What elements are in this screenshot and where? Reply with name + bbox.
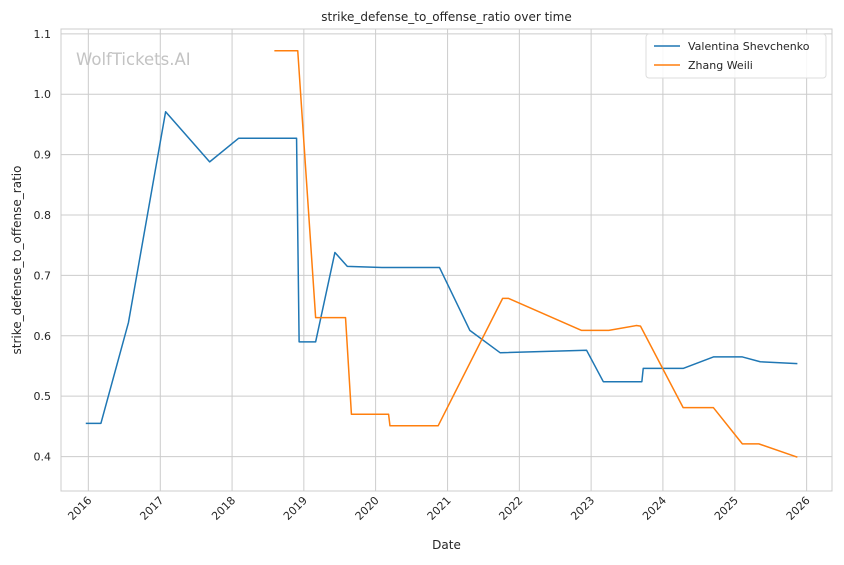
y-tick-label: 1.0 [34, 88, 52, 101]
y-tick-label: 0.7 [34, 269, 52, 282]
x-tick-label: 2022 [496, 494, 525, 523]
y-tick-label: 0.5 [34, 390, 52, 403]
chart-title: strike_defense_to_offense_ratio over tim… [321, 10, 571, 24]
x-tick-label: 2026 [784, 494, 813, 523]
legend-label: Zhang Weili [688, 59, 753, 72]
x-tick-label: 2021 [425, 494, 454, 523]
y-tick-label: 0.6 [34, 330, 52, 343]
y-tick-label: 0.8 [34, 209, 52, 222]
watermark: WolfTickets.AI [76, 50, 191, 69]
x-tick-label: 2020 [353, 494, 382, 523]
legend: Valentina Shevchenko Zhang Weili [645, 33, 827, 79]
x-tick-label: 2023 [568, 494, 597, 523]
x-tick-label: 2018 [209, 494, 238, 523]
series-line-zhang-weili [274, 49, 798, 458]
y-tick-label: 1.1 [34, 28, 52, 41]
grid [61, 29, 832, 491]
x-tick-label: 2017 [137, 494, 166, 523]
series-line-valentina-shevchenko [85, 110, 798, 425]
y-axis-label: strike_defense_to_offense_ratio [10, 166, 24, 355]
y-tick-label: 0.9 [34, 149, 52, 162]
x-axis-label: Date [432, 538, 461, 552]
axes [60, 28, 833, 492]
y-tick-label: 0.4 [34, 451, 52, 464]
x-tick-label: 2025 [712, 494, 741, 523]
legend-box [645, 33, 827, 79]
x-tick-label: 2016 [65, 494, 94, 523]
x-tick-label: 2024 [640, 494, 669, 523]
plot-frame [60, 28, 833, 492]
x-tick-label: 2019 [281, 494, 310, 523]
series-lines [85, 49, 798, 458]
legend-label: Valentina Shevchenko [688, 40, 810, 53]
